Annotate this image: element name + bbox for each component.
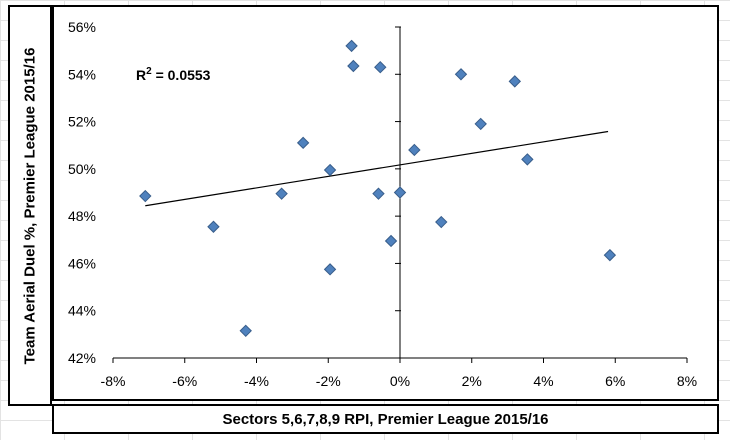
data-point-marker <box>393 186 407 199</box>
data-point-marker <box>347 59 360 73</box>
data-point-marker <box>239 324 252 338</box>
data-point-marker <box>323 163 337 177</box>
r-squared-annotation: R2 = 0.0553 <box>136 66 211 83</box>
y-tick-label: 52% <box>68 114 96 130</box>
data-point-marker <box>408 143 421 157</box>
data-point-marker <box>384 234 398 248</box>
data-point-marker <box>603 248 617 262</box>
x-tick-label: -6% <box>172 373 197 389</box>
y-tick-labels: 42% 44% 46% 48% 50% 52% 54% 56% <box>68 19 96 366</box>
x-tick-labels: -8% -6% -4% -2% 0% 2% 4% 6% 8% <box>101 373 698 389</box>
data-point-marker <box>275 187 288 200</box>
x-axis-title: Sectors 5,6,7,8,9 RPI, Premier League 20… <box>222 410 549 428</box>
y-tick-label: 48% <box>68 208 96 224</box>
data-point-marker <box>296 136 310 150</box>
data-point-marker <box>474 117 487 131</box>
trendline <box>145 130 609 207</box>
data-point-marker <box>345 39 358 53</box>
y-tick-label: 42% <box>68 350 96 366</box>
x-tick-label: 2% <box>462 373 482 389</box>
x-tick-label: 6% <box>605 373 625 389</box>
x-tick-label: -2% <box>316 373 341 389</box>
x-axis-title-box: Sectors 5,6,7,8,9 RPI, Premier League 20… <box>52 404 719 434</box>
y-axis-title-box: Team Aerial Duel %, Premier League 2015/… <box>8 5 52 406</box>
r-squared-superscript: 2 <box>146 66 152 77</box>
data-point-marker <box>374 60 387 74</box>
y-tick-label: 44% <box>68 303 96 319</box>
data-point-marker <box>454 68 468 81</box>
x-tick-label: 8% <box>677 373 697 389</box>
x-tick-label: 0% <box>390 373 410 389</box>
data-point-marker <box>323 263 337 276</box>
x-tick-label: 4% <box>533 373 553 389</box>
x-tick-label: -8% <box>101 373 126 389</box>
y-tick-label: 46% <box>68 255 96 271</box>
data-point-marker <box>139 189 152 203</box>
y-tick-label: 50% <box>68 161 96 177</box>
data-point-marker <box>207 220 220 233</box>
x-tick-label: -4% <box>244 373 269 389</box>
y-tick-label: 54% <box>68 66 96 82</box>
r-squared-base: R <box>136 67 146 83</box>
r-squared-value: = 0.0553 <box>152 67 211 83</box>
trendline-group <box>145 130 609 207</box>
y-tick-label: 56% <box>68 19 96 35</box>
data-point-marker <box>435 215 448 229</box>
data-point-marker <box>521 153 534 166</box>
data-point-marker <box>508 75 522 88</box>
data-point-marker <box>372 187 385 200</box>
data-points <box>139 39 617 338</box>
